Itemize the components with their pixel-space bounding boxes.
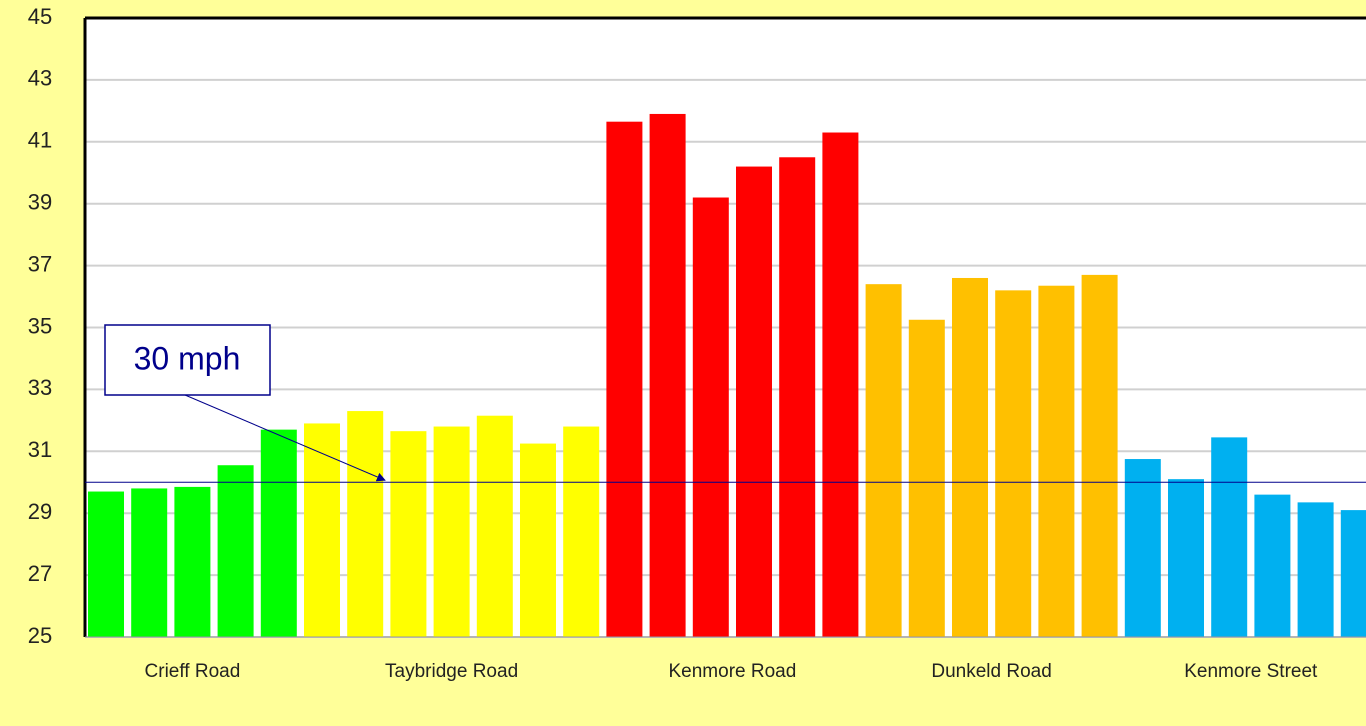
x-category-label: Kenmore Road (669, 661, 797, 682)
y-tick-label: 41 (28, 128, 52, 153)
bar (779, 157, 816, 637)
bar (692, 197, 729, 637)
bar (476, 415, 513, 637)
bar (88, 491, 124, 637)
bar (174, 486, 211, 637)
bar (1168, 479, 1204, 637)
bar (952, 277, 988, 637)
y-tick-label: 25 (28, 623, 52, 648)
x-category-label: Taybridge Road (385, 661, 518, 682)
bar (304, 423, 340, 637)
y-tick-label: 35 (28, 313, 52, 338)
bar (736, 166, 772, 637)
bar (390, 431, 427, 637)
y-tick-label: 29 (28, 499, 52, 524)
bar (606, 121, 643, 638)
bar (563, 426, 600, 637)
bar (217, 465, 254, 637)
y-tick-label: 27 (28, 561, 52, 586)
bar (1124, 459, 1161, 637)
y-tick-label: 43 (28, 66, 52, 91)
bar (865, 284, 902, 637)
x-category-label: Dunkeld Road (931, 661, 1051, 682)
bar (908, 319, 945, 637)
y-tick-label: 45 (28, 4, 52, 29)
bar (1211, 437, 1248, 637)
bar (347, 411, 384, 637)
y-tick-label: 33 (28, 375, 52, 400)
y-tick-label: 31 (28, 437, 52, 462)
bar (1254, 494, 1291, 637)
bar (131, 488, 168, 637)
bar (260, 429, 297, 637)
bar (822, 132, 859, 637)
bar (1340, 510, 1366, 637)
bar (520, 443, 556, 637)
bar (1081, 274, 1118, 637)
x-category-label: Kenmore Street (1184, 661, 1318, 682)
annotation-arrow (184, 394, 386, 482)
bar (433, 426, 470, 637)
bar (649, 113, 686, 637)
bar (1297, 502, 1334, 637)
y-tick-label: 37 (28, 251, 52, 276)
bar (995, 290, 1032, 637)
annotation-label: 30 mph (134, 340, 241, 376)
annotation-box (104, 324, 271, 396)
x-category-label: Crieff Road (145, 661, 241, 682)
y-tick-label: 39 (28, 190, 52, 215)
bar (1038, 285, 1075, 637)
